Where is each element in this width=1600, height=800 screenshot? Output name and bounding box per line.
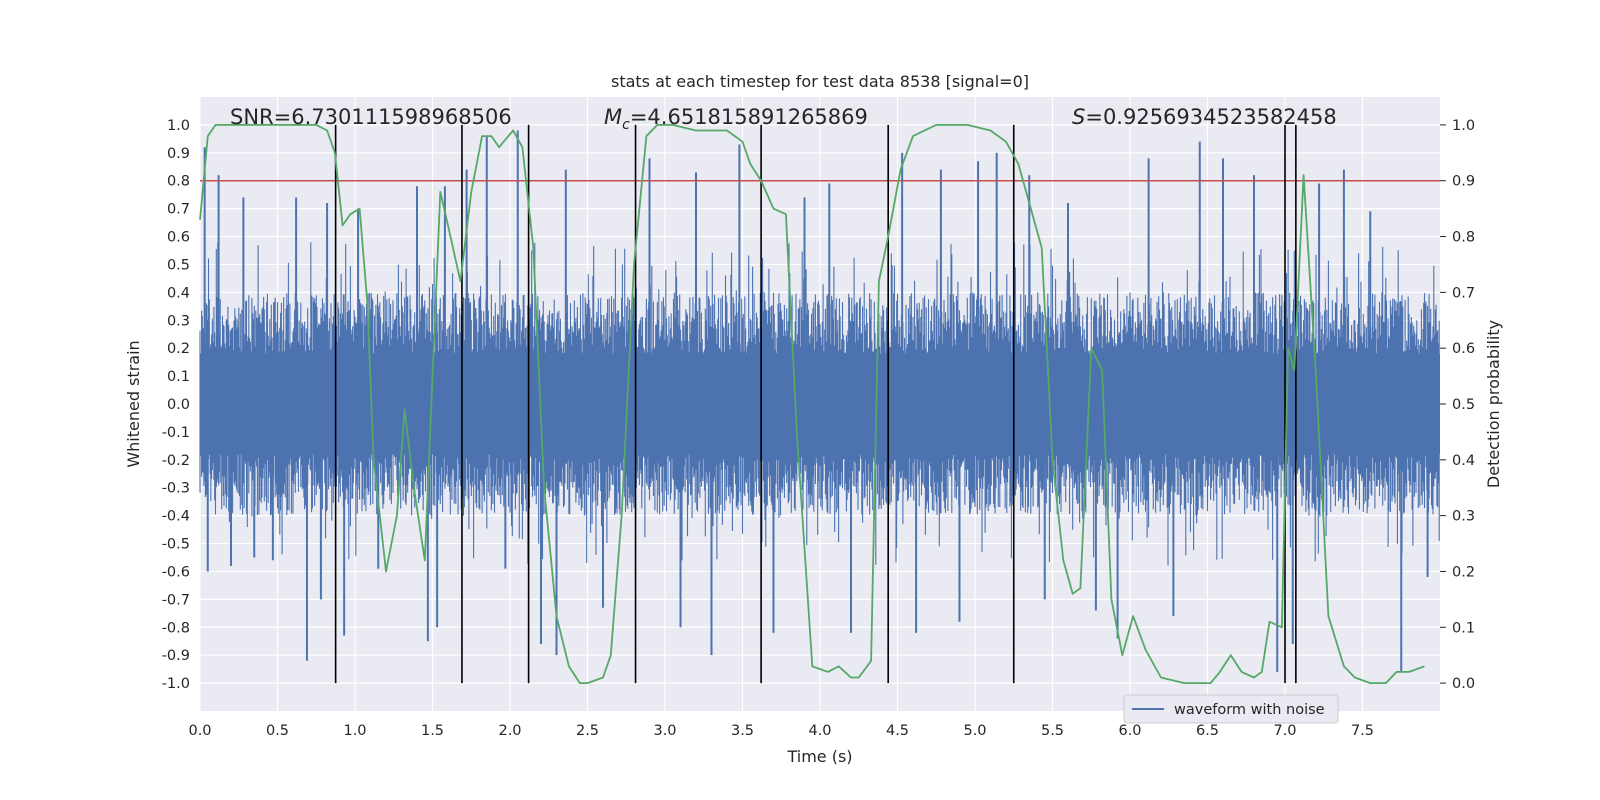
x-tick-label: 1.5 xyxy=(421,723,444,739)
y-left-tick-label: 0.4 xyxy=(167,285,190,301)
y-right-tick-label: 0.1 xyxy=(1452,620,1475,636)
y-right-tick-label: 0.5 xyxy=(1452,397,1475,413)
x-tick-label: 2.5 xyxy=(576,723,599,739)
y-left-tick-label: 0.8 xyxy=(167,174,190,190)
y-left-tick-label: -0.1 xyxy=(162,425,190,441)
y-left-tick-label: -0.4 xyxy=(162,509,190,525)
x-tick-label: 4.0 xyxy=(808,723,831,739)
x-tick-label: 5.0 xyxy=(963,723,986,739)
snr-annotation: SNR=6.730111598968506 xyxy=(230,105,512,129)
y-left-tick-label: -1.0 xyxy=(162,676,190,692)
y-left-tick-label: -0.6 xyxy=(162,564,190,580)
legend: waveform with noise xyxy=(1124,695,1338,723)
x-tick-label: 5.5 xyxy=(1041,723,1064,739)
y-left-tick-label: -0.8 xyxy=(162,620,190,636)
chart-title: stats at each timestep for test data 853… xyxy=(611,72,1029,91)
x-tick-label: 1.0 xyxy=(343,723,366,739)
y-right-tick-label: 0.0 xyxy=(1452,676,1475,692)
y-right-tick-label: 0.8 xyxy=(1452,230,1475,246)
y-right-tick-label: 0.2 xyxy=(1452,564,1475,580)
chart-figure: 0.0 0.5 1.0 1.5 2.0 2.5 3.0 3.5 4.0 4.5 5.0 5.5 6.0 6… xyxy=(0,0,1600,800)
y-left-tick-label: 0.2 xyxy=(167,341,190,357)
x-tick-label: 2.0 xyxy=(498,723,521,739)
x-tick-label: 7.5 xyxy=(1351,723,1374,739)
y-left-tick-label: 0.1 xyxy=(167,369,190,385)
x-axis-label: Time (s) xyxy=(786,747,852,766)
x-tick-label: 4.5 xyxy=(886,723,909,739)
y-right-tick-label: 1.0 xyxy=(1452,118,1475,134)
y-right-tick-label: 0.6 xyxy=(1452,341,1475,357)
y-left-tick-label: -0.3 xyxy=(162,481,190,497)
s-value: =0.9256934523582458 xyxy=(1085,105,1336,129)
legend-label: waveform with noise xyxy=(1174,702,1325,718)
y-left-tick-label: -0.7 xyxy=(162,592,190,608)
x-tick-label: 6.5 xyxy=(1196,723,1219,739)
y-right-tick-label: 0.3 xyxy=(1452,509,1475,525)
chirp-mass-annotation: Mc=4.651815891265869 xyxy=(604,105,868,133)
y-left-tick-label: -0.9 xyxy=(162,648,190,664)
y-left-tick-label: 0.7 xyxy=(167,202,190,218)
y-right-tick-label: 0.4 xyxy=(1452,453,1475,469)
y-left-tick-label: -0.5 xyxy=(162,537,190,553)
chirp-mass-value: =4.651815891265869 xyxy=(630,105,868,129)
chirp-mass-symbol: M xyxy=(604,105,622,129)
y-left-tick-label: 0.9 xyxy=(167,146,190,162)
y-right-tick-label: 0.7 xyxy=(1452,285,1475,301)
x-tick-label: 6.0 xyxy=(1118,723,1141,739)
y-left-tick-label: 0.6 xyxy=(167,230,190,246)
y-right-tick-label: 0.9 xyxy=(1452,174,1475,190)
x-tick-label: 3.5 xyxy=(731,723,754,739)
y-right-axis-label: Detection probability xyxy=(1484,320,1503,488)
x-tick-label: 0.5 xyxy=(266,723,289,739)
y-left-axis-label: Whitened strain xyxy=(124,340,143,467)
x-tick-label: 7.0 xyxy=(1273,723,1296,739)
x-tick-label: 0.0 xyxy=(188,723,211,739)
y-left-tick-label: 0.0 xyxy=(167,397,190,413)
x-tick-label: 3.0 xyxy=(653,723,676,739)
y-left-tick-label: 0.5 xyxy=(167,257,190,273)
s-symbol: S xyxy=(1072,105,1085,129)
y-left-tick-label: 0.3 xyxy=(167,313,190,329)
y-left-tick-label: 1.0 xyxy=(167,118,190,134)
s-annotation: S=0.9256934523582458 xyxy=(1072,105,1337,129)
y-left-tick-label: -0.2 xyxy=(162,453,190,469)
